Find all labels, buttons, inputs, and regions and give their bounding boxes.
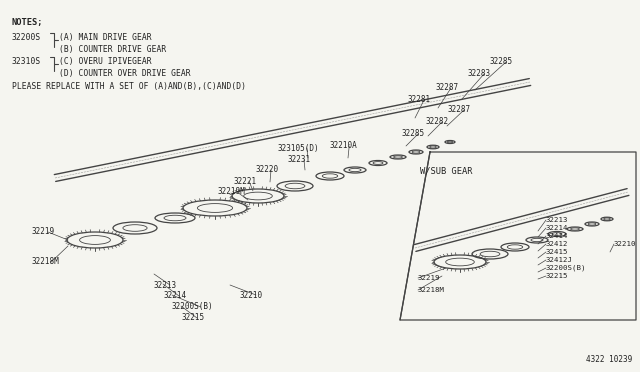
Text: 32414: 32414 bbox=[546, 233, 568, 239]
Text: 32215: 32215 bbox=[181, 314, 204, 323]
Text: 32200S(B): 32200S(B) bbox=[546, 265, 586, 271]
Text: (C) OVERU IPIVEGEAR: (C) OVERU IPIVEGEAR bbox=[59, 57, 152, 66]
Text: (B) COUNTER DRIVE GEAR: (B) COUNTER DRIVE GEAR bbox=[59, 45, 166, 54]
Text: 32200S: 32200S bbox=[12, 33, 41, 42]
Text: 32220: 32220 bbox=[255, 166, 278, 174]
Text: 32287: 32287 bbox=[435, 83, 458, 93]
Text: 32218M: 32218M bbox=[418, 287, 445, 293]
Text: 32213: 32213 bbox=[546, 217, 568, 223]
Text: PLEASE REPLACE WITH A SET OF (A)AND(B),(C)AND(D): PLEASE REPLACE WITH A SET OF (A)AND(B),(… bbox=[12, 82, 246, 91]
Text: 32231: 32231 bbox=[288, 155, 311, 164]
Text: 32215: 32215 bbox=[546, 273, 568, 279]
Text: 323105(D): 323105(D) bbox=[278, 144, 319, 153]
Text: NOTES;: NOTES; bbox=[12, 18, 44, 27]
Text: W/SUB GEAR: W/SUB GEAR bbox=[420, 166, 472, 175]
Text: 32210A: 32210A bbox=[330, 141, 358, 151]
Text: (A) MAIN DRIVE GEAR: (A) MAIN DRIVE GEAR bbox=[59, 33, 152, 42]
Text: 32221: 32221 bbox=[233, 176, 256, 186]
Text: 32281: 32281 bbox=[408, 96, 431, 105]
Text: 32214: 32214 bbox=[163, 292, 186, 301]
Text: 32285: 32285 bbox=[402, 129, 425, 138]
Text: 32219M: 32219M bbox=[218, 187, 246, 196]
Text: 32412: 32412 bbox=[546, 241, 568, 247]
Text: 32282: 32282 bbox=[426, 118, 449, 126]
Text: 32214: 32214 bbox=[546, 225, 568, 231]
Text: 32415: 32415 bbox=[546, 249, 568, 255]
Text: 32213: 32213 bbox=[154, 280, 177, 289]
Text: 32219: 32219 bbox=[418, 275, 440, 281]
Text: 32218M: 32218M bbox=[32, 257, 60, 266]
Text: 32412J: 32412J bbox=[546, 257, 573, 263]
Text: (D) COUNTER OVER DRIVE GEAR: (D) COUNTER OVER DRIVE GEAR bbox=[59, 69, 191, 78]
Text: 32283: 32283 bbox=[468, 70, 491, 78]
Text: 32210: 32210 bbox=[240, 291, 263, 299]
Text: 32219: 32219 bbox=[32, 228, 55, 237]
Text: 32210: 32210 bbox=[614, 241, 637, 247]
Text: 32287: 32287 bbox=[448, 106, 471, 115]
Text: 4322 10239: 4322 10239 bbox=[586, 355, 632, 364]
Text: 32200S(B): 32200S(B) bbox=[172, 302, 214, 311]
Text: 32285: 32285 bbox=[490, 58, 513, 67]
Text: 32310S: 32310S bbox=[12, 57, 41, 66]
